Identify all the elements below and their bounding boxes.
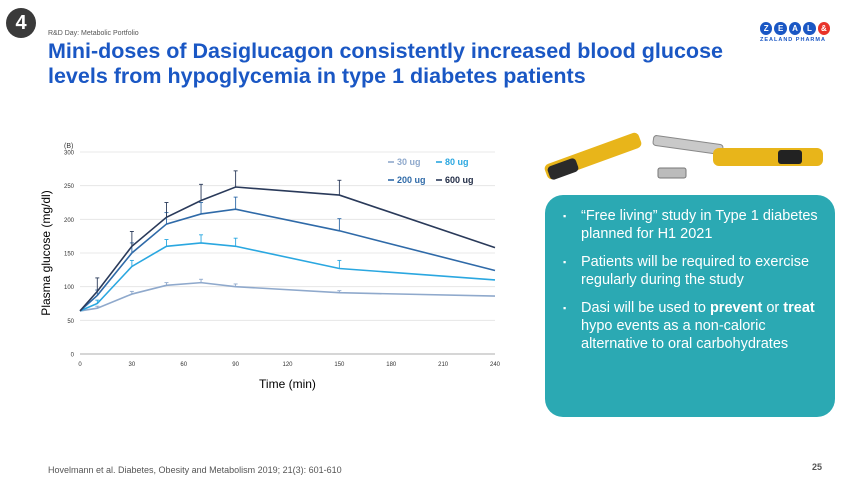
callout-item: ▪ “Free living” study in Type 1 diabetes … [563, 207, 821, 243]
y-tick-label: 200 [64, 218, 75, 224]
slide-number-badge: 4 [6, 8, 36, 38]
free-living-study-callout: ▪ “Free living” study in Type 1 diabetes … [545, 195, 835, 417]
series-line-30-ug [79, 281, 496, 312]
bullet-icon: ▪ [563, 303, 567, 313]
y-tick-label: 50 [67, 319, 74, 325]
x-tick-label: 60 [180, 362, 187, 368]
legend-label: 30 ug [397, 157, 421, 167]
zealand-logo: Z E A L & ZEALAND PHARMA [760, 22, 831, 52]
y-tick-label: 300 [64, 151, 75, 157]
bullet-icon: ▪ [563, 211, 567, 221]
y-tick-label: 100 [64, 285, 75, 291]
logo-letter: Z [760, 22, 773, 35]
x-tick-label: 30 [129, 362, 136, 368]
callout-text: hypo events as a non-caloric alternative… [581, 318, 789, 352]
y-axis-label: Plasma glucose (mg/dl) [39, 190, 53, 315]
x-tick-label: 150 [334, 362, 345, 368]
glucose-line-chart: 0 50 100 150 200 250 300 0 30 60 90 120 150 180 210 240… [39, 143, 501, 391]
x-tick-label: 90 [232, 362, 239, 368]
x-tick-label: 180 [386, 362, 397, 368]
callout-text: or [762, 300, 784, 316]
series-line-200-ug [79, 208, 496, 312]
legend-label: 80 ug [445, 157, 469, 167]
series-line-600-ug [79, 186, 496, 312]
callout-text: “Free living” study in Type 1 diabetes p… [581, 208, 818, 242]
logo-subtitle: ZEALAND PHARMA [760, 37, 826, 43]
y-tick-label: 0 [71, 353, 75, 359]
injector-pens-image [544, 132, 823, 180]
logo-letter: & [817, 22, 831, 35]
logo-letter: E [774, 22, 787, 35]
yellow-pen-right [713, 148, 823, 166]
bullet-icon: ▪ [563, 257, 567, 267]
x-axis-label: Time (min) [259, 377, 316, 391]
legend-label: 600 ug [445, 175, 474, 185]
kicker-text: R&D Day: Metabolic Portfolio [48, 30, 139, 37]
series-line-80-ug [79, 242, 496, 312]
callout-emphasis: treat [783, 300, 815, 316]
citation-footer: Hovelmann et al. Diabetes, Obesity and M… [48, 465, 342, 475]
x-tick-label: 0 [78, 362, 82, 368]
callout-text: Dasi will be used to [581, 300, 710, 316]
y-tick-label: 150 [64, 252, 75, 258]
logo-letter: A [788, 22, 802, 35]
callout-emphasis: prevent [709, 300, 763, 316]
panel-label: (B) [64, 143, 73, 150]
page-title: Mini-doses of Dasiglucagon consistently … [48, 39, 723, 88]
legend-label: 200 ug [397, 175, 426, 185]
x-tick-label: 210 [438, 362, 449, 368]
y-tick-label: 250 [64, 184, 75, 190]
logo-letter: L [803, 22, 816, 35]
yellow-pen-left [544, 132, 642, 180]
pen-cartridge [652, 135, 724, 179]
page-number: 25 [812, 462, 823, 472]
x-tick-label: 120 [282, 362, 293, 368]
callout-item: ▪ Patients will be required to exercise r… [563, 253, 821, 289]
callout-text: Patients will be required to exercise re… [581, 254, 810, 288]
callout-item: ▪ Dasi will be used to prevent or treat h… [563, 299, 821, 353]
x-tick-label: 240 [490, 362, 501, 368]
